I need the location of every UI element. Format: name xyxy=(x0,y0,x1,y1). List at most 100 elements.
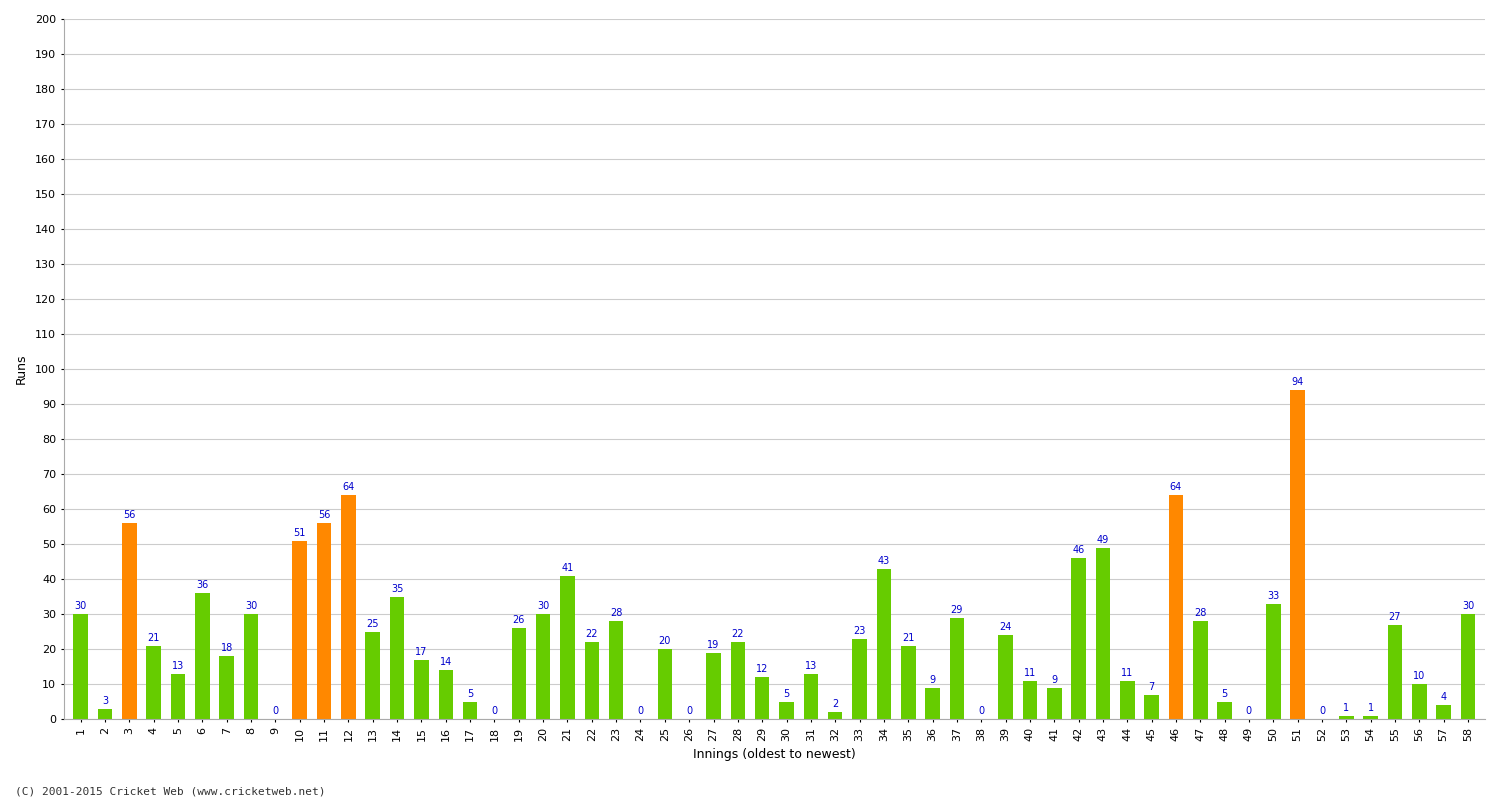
Text: 56: 56 xyxy=(318,510,330,520)
Bar xyxy=(926,688,940,719)
Bar xyxy=(754,677,770,719)
Text: 0: 0 xyxy=(273,706,279,716)
Bar xyxy=(1266,604,1281,719)
Text: 19: 19 xyxy=(708,640,720,650)
Text: 9: 9 xyxy=(1052,675,1058,685)
Bar xyxy=(852,638,867,719)
Text: 94: 94 xyxy=(1292,378,1304,387)
X-axis label: Innings (oldest to newest): Innings (oldest to newest) xyxy=(693,748,855,761)
Bar xyxy=(609,621,624,719)
Text: 41: 41 xyxy=(561,563,573,573)
Text: 64: 64 xyxy=(1170,482,1182,492)
Text: 23: 23 xyxy=(853,626,865,636)
Text: 1: 1 xyxy=(1342,703,1350,713)
Text: 0: 0 xyxy=(686,706,692,716)
Text: 56: 56 xyxy=(123,510,135,520)
Text: 11: 11 xyxy=(1024,668,1036,678)
Bar xyxy=(1412,684,1426,719)
Bar xyxy=(464,702,477,719)
Text: 30: 30 xyxy=(1462,602,1474,611)
Bar xyxy=(706,653,722,719)
Text: 13: 13 xyxy=(172,661,184,671)
Text: 7: 7 xyxy=(1149,682,1155,692)
Bar xyxy=(778,702,794,719)
Bar xyxy=(98,709,112,719)
Text: 1: 1 xyxy=(1368,703,1374,713)
Text: 29: 29 xyxy=(951,605,963,615)
Bar xyxy=(1290,390,1305,719)
Text: 9: 9 xyxy=(930,675,936,685)
Bar xyxy=(316,523,332,719)
Text: 28: 28 xyxy=(1194,608,1206,618)
Bar xyxy=(74,614,88,719)
Bar xyxy=(512,628,526,719)
Bar xyxy=(1144,694,1160,719)
Bar xyxy=(122,523,136,719)
Text: 46: 46 xyxy=(1072,546,1084,555)
Bar xyxy=(876,569,891,719)
Bar xyxy=(1218,702,1231,719)
Bar xyxy=(195,593,210,719)
Text: 21: 21 xyxy=(147,633,160,643)
Bar xyxy=(1071,558,1086,719)
Bar xyxy=(390,597,405,719)
Text: 11: 11 xyxy=(1120,668,1134,678)
Text: 18: 18 xyxy=(220,643,232,654)
Text: 30: 30 xyxy=(75,602,87,611)
Text: 24: 24 xyxy=(999,622,1011,632)
Text: 64: 64 xyxy=(342,482,354,492)
Text: 22: 22 xyxy=(585,630,598,639)
Text: 27: 27 xyxy=(1389,612,1401,622)
Text: 28: 28 xyxy=(610,608,622,618)
Text: 2: 2 xyxy=(833,699,839,710)
Bar xyxy=(1364,716,1378,719)
Text: 30: 30 xyxy=(244,602,256,611)
Text: 0: 0 xyxy=(1318,706,1324,716)
Bar xyxy=(1095,548,1110,719)
Text: 3: 3 xyxy=(102,696,108,706)
Bar xyxy=(1192,621,1208,719)
Bar xyxy=(147,646,160,719)
Bar xyxy=(340,495,356,719)
Bar xyxy=(950,618,964,719)
Text: 30: 30 xyxy=(537,602,549,611)
Text: 13: 13 xyxy=(804,661,818,671)
Text: 21: 21 xyxy=(902,633,915,643)
Text: 51: 51 xyxy=(294,528,306,538)
Bar xyxy=(1047,688,1062,719)
Text: 0: 0 xyxy=(1246,706,1252,716)
Bar xyxy=(1437,705,1450,719)
Text: 5: 5 xyxy=(466,689,474,699)
Text: 14: 14 xyxy=(440,658,452,667)
Bar xyxy=(804,674,818,719)
Bar xyxy=(730,642,746,719)
Text: 25: 25 xyxy=(366,619,380,629)
Bar xyxy=(292,541,308,719)
Text: 22: 22 xyxy=(732,630,744,639)
Bar xyxy=(585,642,598,719)
Bar xyxy=(171,674,186,719)
Text: 0: 0 xyxy=(492,706,498,716)
Bar xyxy=(1023,681,1036,719)
Text: 0: 0 xyxy=(638,706,644,716)
Text: 12: 12 xyxy=(756,664,768,674)
Bar xyxy=(828,712,843,719)
Bar xyxy=(902,646,915,719)
Text: 5: 5 xyxy=(1221,689,1227,699)
Bar xyxy=(438,670,453,719)
Bar xyxy=(1461,614,1476,719)
Text: 49: 49 xyxy=(1096,535,1108,545)
Bar xyxy=(1340,716,1353,719)
Text: 4: 4 xyxy=(1440,692,1446,702)
Bar xyxy=(1168,495,1184,719)
Bar xyxy=(244,614,258,719)
Text: 20: 20 xyxy=(658,636,670,646)
Bar xyxy=(366,632,380,719)
Bar xyxy=(1120,681,1134,719)
Text: 26: 26 xyxy=(513,615,525,626)
Text: 43: 43 xyxy=(878,556,890,566)
Y-axis label: Runs: Runs xyxy=(15,354,28,384)
Text: 35: 35 xyxy=(392,584,404,594)
Bar xyxy=(657,649,672,719)
Bar xyxy=(536,614,550,719)
